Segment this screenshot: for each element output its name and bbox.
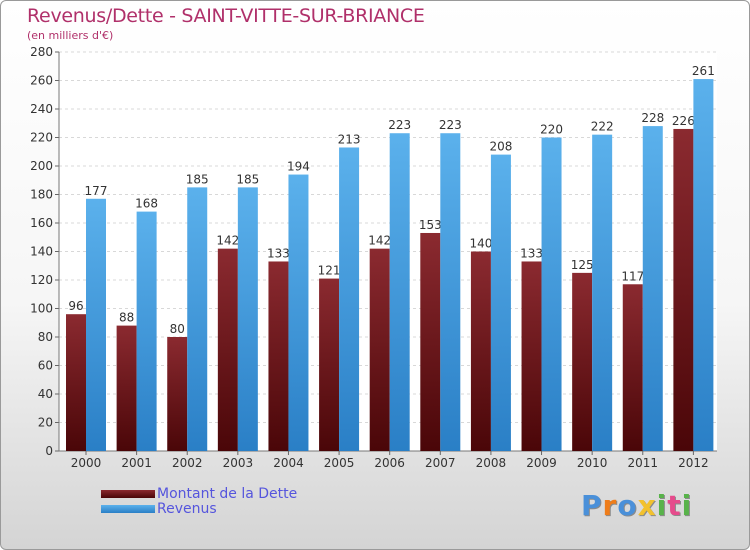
data-label-dette: 80 xyxy=(170,322,185,336)
logo-letter: i xyxy=(681,489,693,522)
data-label-dette: 133 xyxy=(520,246,543,260)
legend-label-revenus: Revenus xyxy=(157,501,217,517)
data-label-revenus: 194 xyxy=(287,160,310,174)
data-label-revenus: 223 xyxy=(388,118,411,132)
x-tick-label: 2005 xyxy=(324,456,355,470)
bar-dette xyxy=(66,314,86,451)
bar-dette xyxy=(420,232,441,451)
y-tick-label: 180 xyxy=(30,188,53,202)
bar-revenus xyxy=(288,174,309,452)
bar-revenus xyxy=(187,187,208,451)
logo-letter: P xyxy=(581,489,603,522)
x-tick-label: 2000 xyxy=(71,456,102,470)
y-tick-label: 260 xyxy=(30,74,53,88)
data-label-dette: 142 xyxy=(368,234,391,248)
x-tick-label: 2004 xyxy=(273,456,304,470)
logo-letter: t xyxy=(667,489,682,522)
y-tick-label: 40 xyxy=(38,387,53,401)
bar-revenus xyxy=(440,133,461,451)
x-tick-label: 2012 xyxy=(678,456,709,470)
logo-letter: r xyxy=(602,489,618,522)
bar-revenus xyxy=(86,198,106,451)
chart-subtitle: (en milliers d'€) xyxy=(27,29,114,42)
y-tick-label: 100 xyxy=(30,302,53,316)
legend-swatch-revenus xyxy=(101,505,155,513)
proxiti-logo: Proxiti xyxy=(581,489,692,522)
bar-dette xyxy=(319,278,340,451)
data-label-revenus: 223 xyxy=(439,118,462,132)
bar-revenus xyxy=(237,187,258,451)
legend-label-dette: Montant de la Dette xyxy=(157,486,298,502)
legend-swatch-dette xyxy=(101,490,155,498)
data-label-revenus: 220 xyxy=(540,123,563,137)
bar-revenus xyxy=(642,126,663,451)
bar-revenus xyxy=(339,147,360,451)
x-tick-label: 2003 xyxy=(223,456,254,470)
logo-letter: i xyxy=(656,489,668,522)
bar-dette xyxy=(521,261,542,451)
data-label-revenus: 213 xyxy=(338,132,361,146)
data-label-dette: 133 xyxy=(267,246,290,260)
bar-revenus xyxy=(592,134,613,451)
data-label-dette: 226 xyxy=(672,114,695,128)
bar-dette xyxy=(268,261,289,451)
bar-revenus xyxy=(389,133,410,451)
y-tick-label: 160 xyxy=(30,216,53,230)
x-tick-label: 2002 xyxy=(172,456,203,470)
y-tick-label: 220 xyxy=(30,131,53,145)
logo-letter: x xyxy=(637,489,657,522)
bar-dette xyxy=(217,248,238,451)
y-tick-label: 200 xyxy=(30,159,53,173)
legend-item-dette: Montant de la Dette xyxy=(101,486,298,502)
bar-dette xyxy=(167,337,188,451)
bar-dette xyxy=(673,128,694,451)
bar-dette xyxy=(369,248,390,451)
data-label-revenus: 208 xyxy=(489,140,512,154)
y-tick-label: 140 xyxy=(30,245,53,259)
bar-revenus xyxy=(136,211,157,451)
x-tick-label: 2009 xyxy=(526,456,557,470)
data-label-dette: 121 xyxy=(318,264,341,278)
data-label-revenus: 185 xyxy=(186,172,209,186)
data-label-dette: 125 xyxy=(571,258,594,272)
x-tick-label: 2007 xyxy=(425,456,456,470)
bar-dette xyxy=(116,325,137,451)
data-label-dette: 153 xyxy=(419,218,442,232)
y-tick-label: 80 xyxy=(38,330,53,344)
y-tick-label: 280 xyxy=(30,45,53,59)
data-label-revenus: 222 xyxy=(591,120,614,134)
y-tick-label: 60 xyxy=(38,359,53,373)
x-tick-label: 2008 xyxy=(476,456,507,470)
legend-item-revenus: Revenus xyxy=(101,501,217,517)
data-label-revenus: 261 xyxy=(692,64,715,78)
data-label-dette: 88 xyxy=(119,311,134,325)
data-label-revenus: 168 xyxy=(135,197,158,211)
bar-revenus xyxy=(541,137,562,451)
data-label-revenus: 185 xyxy=(236,172,259,186)
data-label-dette: 96 xyxy=(68,299,83,313)
bar-dette xyxy=(572,272,593,451)
chart-title: Revenus/Dette - SAINT-VITTE-SUR-BRIANCE xyxy=(27,5,425,27)
data-label-dette: 142 xyxy=(216,234,239,248)
data-label-revenus: 177 xyxy=(85,184,108,198)
x-tick-label: 2006 xyxy=(374,456,405,470)
data-label-revenus: 228 xyxy=(641,111,664,125)
bar-dette xyxy=(622,284,643,451)
y-tick-label: 0 xyxy=(45,444,53,458)
y-tick-label: 120 xyxy=(30,273,53,287)
logo-letter: o xyxy=(617,489,638,522)
data-label-dette: 117 xyxy=(621,269,644,283)
bar-dette xyxy=(470,251,491,451)
x-tick-label: 2010 xyxy=(577,456,608,470)
y-tick-label: 20 xyxy=(38,416,53,430)
y-tick-label: 240 xyxy=(30,102,53,116)
data-label-dette: 140 xyxy=(469,237,492,251)
x-tick-label: 2001 xyxy=(121,456,152,470)
x-tick-label: 2011 xyxy=(627,456,658,470)
bar-revenus xyxy=(490,154,511,451)
bar-revenus xyxy=(693,79,714,451)
